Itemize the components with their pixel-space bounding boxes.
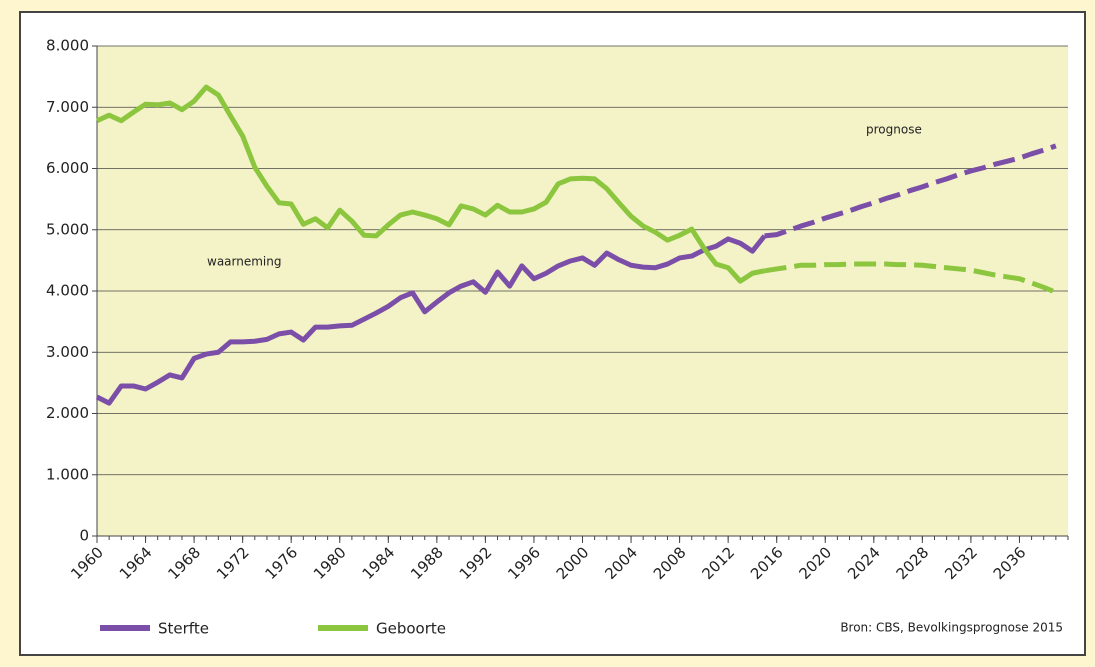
forecast-line (764, 143, 1057, 239)
y-tick-label: 0 (79, 527, 89, 545)
forecast-line (764, 261, 1057, 295)
y-tick-label: 8.000 (46, 37, 89, 55)
y-tick-label: 5.000 (46, 220, 89, 238)
y-tick-label: 6.000 (46, 159, 89, 177)
y-tick-label: 4.000 (46, 282, 89, 300)
source-note: Bron: CBS, Bevolkingsprognose 2015 (840, 621, 1063, 635)
y-tick-label: 2.000 (46, 404, 89, 422)
y-tick-label: 1.000 (46, 465, 89, 483)
annotation: waarneming (207, 255, 281, 269)
y-tick-label: 3.000 (46, 343, 89, 361)
annotation: prognose (866, 123, 922, 137)
series-line (95, 84, 766, 284)
legend-label: Geboorte (376, 620, 446, 638)
legend-label: Sterfte (158, 620, 209, 638)
y-tick-label: 7.000 (46, 98, 89, 116)
series-line (95, 234, 767, 406)
